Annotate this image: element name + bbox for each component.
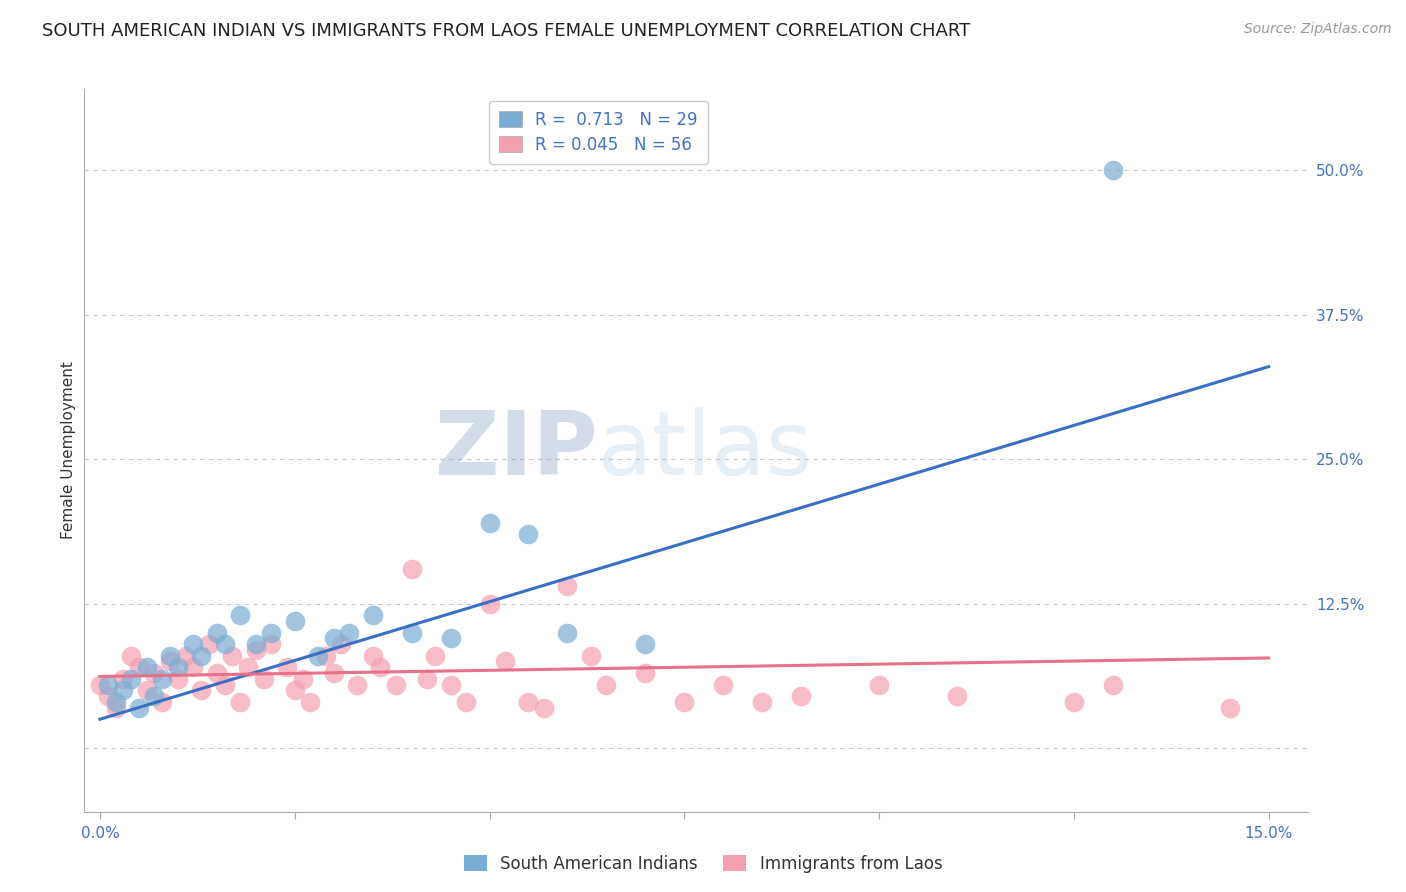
Point bbox=[276, 660, 298, 674]
Point bbox=[401, 562, 423, 576]
Point bbox=[135, 660, 157, 674]
Point bbox=[557, 625, 579, 640]
Legend: R =  0.713   N = 29, R = 0.045   N = 56: R = 0.713 N = 29, R = 0.045 N = 56 bbox=[488, 101, 707, 164]
Point bbox=[252, 672, 274, 686]
Point bbox=[634, 637, 657, 651]
Point bbox=[205, 665, 228, 680]
Point bbox=[183, 637, 205, 651]
Point bbox=[401, 625, 423, 640]
Point bbox=[112, 683, 135, 698]
Point bbox=[361, 648, 384, 663]
Point bbox=[634, 665, 657, 680]
Point bbox=[673, 695, 696, 709]
Point bbox=[190, 648, 212, 663]
Point bbox=[183, 660, 205, 674]
Point bbox=[478, 516, 501, 530]
Point bbox=[370, 660, 392, 674]
Point bbox=[1219, 700, 1241, 714]
Point bbox=[1063, 695, 1085, 709]
Point bbox=[751, 695, 773, 709]
Point bbox=[143, 689, 166, 703]
Point bbox=[198, 637, 221, 651]
Point bbox=[517, 695, 540, 709]
Point bbox=[112, 672, 135, 686]
Point bbox=[307, 648, 329, 663]
Point bbox=[89, 677, 111, 691]
Point bbox=[494, 655, 516, 669]
Point bbox=[595, 677, 617, 691]
Point bbox=[104, 700, 127, 714]
Point bbox=[245, 643, 267, 657]
Point bbox=[174, 648, 197, 663]
Point bbox=[284, 683, 307, 698]
Point bbox=[1101, 677, 1123, 691]
Point bbox=[299, 695, 322, 709]
Point bbox=[260, 625, 283, 640]
Point bbox=[1101, 163, 1123, 178]
Point bbox=[229, 608, 252, 623]
Point bbox=[143, 665, 166, 680]
Text: atlas: atlas bbox=[598, 407, 813, 494]
Point bbox=[361, 608, 384, 623]
Point bbox=[120, 672, 142, 686]
Point bbox=[711, 677, 734, 691]
Point bbox=[533, 700, 555, 714]
Text: ZIP: ZIP bbox=[436, 407, 598, 494]
Point bbox=[284, 614, 307, 628]
Point bbox=[120, 648, 142, 663]
Point bbox=[330, 637, 353, 651]
Point bbox=[229, 695, 252, 709]
Point bbox=[159, 648, 181, 663]
Point bbox=[315, 648, 337, 663]
Point bbox=[291, 672, 314, 686]
Point bbox=[868, 677, 890, 691]
Point bbox=[423, 648, 446, 663]
Text: Source: ZipAtlas.com: Source: ZipAtlas.com bbox=[1244, 22, 1392, 37]
Point bbox=[104, 695, 127, 709]
Point bbox=[236, 660, 259, 674]
Point bbox=[128, 660, 150, 674]
Point bbox=[97, 677, 120, 691]
Point bbox=[166, 660, 188, 674]
Point bbox=[322, 665, 344, 680]
Point bbox=[135, 683, 157, 698]
Point bbox=[478, 597, 501, 611]
Point bbox=[416, 672, 439, 686]
Point bbox=[214, 637, 236, 651]
Point bbox=[150, 672, 173, 686]
Point bbox=[322, 632, 344, 646]
Point bbox=[190, 683, 212, 698]
Point bbox=[245, 637, 267, 651]
Point bbox=[790, 689, 813, 703]
Point bbox=[205, 625, 228, 640]
Point bbox=[337, 625, 360, 640]
Point bbox=[97, 689, 120, 703]
Point bbox=[166, 672, 188, 686]
Point bbox=[159, 655, 181, 669]
Y-axis label: Female Unemployment: Female Unemployment bbox=[60, 361, 76, 540]
Point bbox=[517, 527, 540, 541]
Point bbox=[214, 677, 236, 691]
Point bbox=[439, 677, 461, 691]
Point bbox=[128, 700, 150, 714]
Point bbox=[946, 689, 969, 703]
Legend: South American Indians, Immigrants from Laos: South American Indians, Immigrants from … bbox=[457, 848, 949, 880]
Point bbox=[385, 677, 408, 691]
Point bbox=[150, 695, 173, 709]
Point bbox=[439, 632, 461, 646]
Point bbox=[456, 695, 478, 709]
Text: SOUTH AMERICAN INDIAN VS IMMIGRANTS FROM LAOS FEMALE UNEMPLOYMENT CORRELATION CH: SOUTH AMERICAN INDIAN VS IMMIGRANTS FROM… bbox=[42, 22, 970, 40]
Point bbox=[579, 648, 602, 663]
Point bbox=[221, 648, 243, 663]
Point bbox=[557, 579, 579, 593]
Point bbox=[346, 677, 368, 691]
Point bbox=[260, 637, 283, 651]
